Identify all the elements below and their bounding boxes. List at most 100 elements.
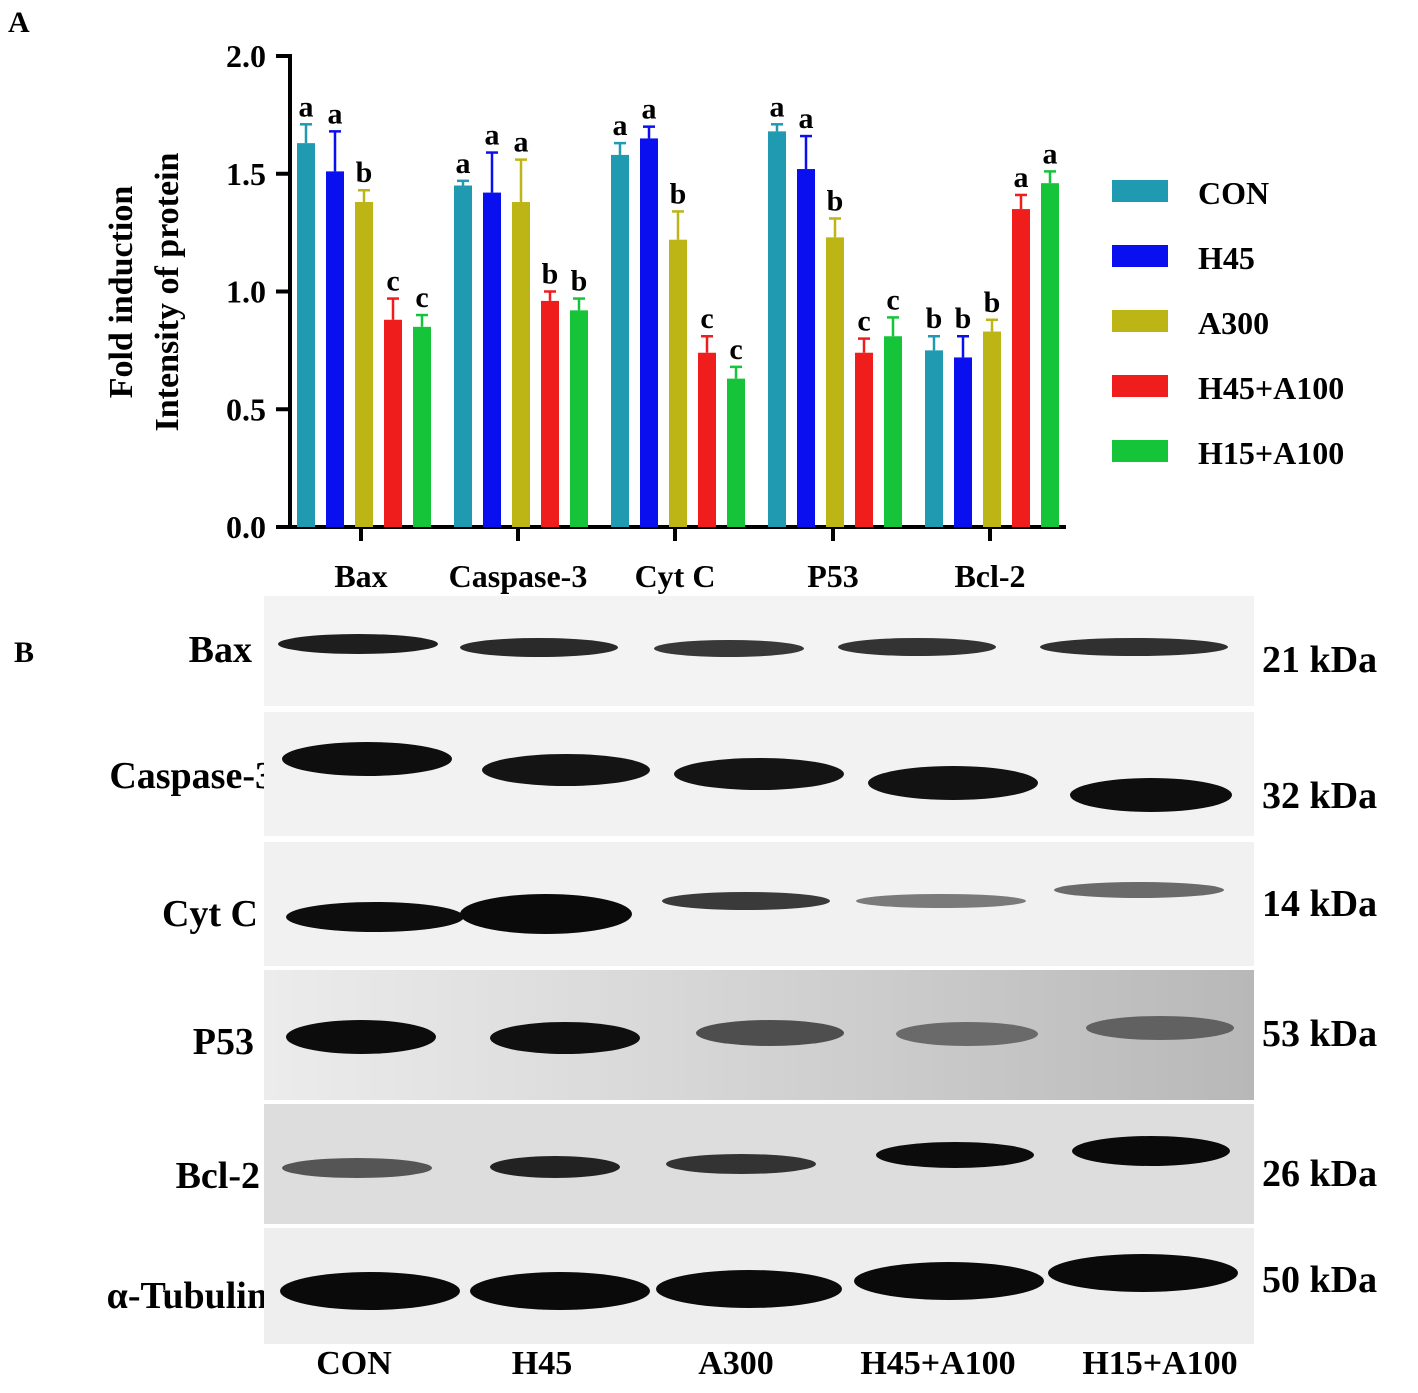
bar — [1012, 209, 1030, 527]
significance-letter: b — [571, 265, 588, 298]
blot-label-p53: P53 — [192, 1021, 254, 1063]
lane-label-h15-a100: H15+A100 — [1082, 1345, 1238, 1382]
y-tick-label: 0.5 — [226, 391, 266, 427]
lane-label-h45: H45 — [511, 1345, 573, 1382]
significance-letter: b — [356, 156, 373, 189]
lane-label-con: CON — [316, 1345, 392, 1382]
legend-swatch — [1112, 310, 1168, 332]
bar — [1041, 183, 1059, 528]
kda-bax: 21 kDa — [1262, 639, 1378, 681]
significance-letter: c — [857, 305, 870, 338]
bar — [855, 352, 873, 527]
bar — [768, 131, 786, 528]
bar — [483, 192, 501, 527]
band — [662, 892, 830, 910]
blot-label-tubulin: α-Tubulin — [106, 1275, 268, 1317]
significance-letter: a — [642, 93, 657, 126]
lane-label-a300: A300 — [698, 1345, 774, 1382]
blot-row-bcl2: Bcl-2 26 kDa — [0, 1104, 1418, 1224]
band — [490, 1156, 620, 1178]
legend-label: H15+A100 — [1198, 435, 1344, 471]
band — [696, 1020, 844, 1046]
significance-letter: b — [984, 286, 1001, 319]
band — [854, 1262, 1044, 1300]
y-tick-label: 2.0 — [226, 38, 266, 74]
significance-letter: a — [328, 97, 343, 130]
blot-strip-tubulin — [264, 1228, 1254, 1344]
y-tick-label: 1.5 — [226, 156, 266, 192]
legend-swatch — [1112, 180, 1168, 202]
blot-row-p53: P53 53 kDa — [0, 970, 1418, 1100]
blot-label-cytc: Cyt C — [161, 893, 258, 935]
kda-tubulin: 50 kDa — [1262, 1259, 1378, 1301]
band — [876, 1142, 1034, 1168]
band — [482, 754, 650, 786]
x-tick-label: Cyt C — [635, 558, 716, 594]
band — [460, 894, 632, 934]
bar — [925, 350, 943, 527]
bar — [326, 171, 344, 527]
legend-swatch — [1112, 375, 1168, 397]
significance-letter: a — [299, 90, 314, 123]
band — [856, 894, 1026, 908]
kda-bcl2: 26 kDa — [1262, 1153, 1378, 1195]
bar — [512, 202, 530, 527]
band — [460, 638, 618, 657]
band — [490, 1022, 640, 1054]
significance-letter: b — [926, 302, 943, 335]
x-tick-label: Bcl-2 — [954, 558, 1025, 594]
bar — [611, 154, 629, 527]
significance-letter: a — [456, 147, 471, 180]
blot-row-cytc: Cyt C 14 kDa — [0, 842, 1418, 966]
significance-letter: b — [955, 302, 972, 335]
x-tick-label: P53 — [807, 558, 859, 594]
band — [282, 742, 452, 776]
bar — [355, 202, 373, 527]
blot-label-bcl2: Bcl-2 — [175, 1155, 260, 1197]
band — [1048, 1254, 1238, 1292]
band — [654, 640, 804, 657]
band — [1072, 1136, 1230, 1166]
band — [838, 638, 996, 656]
significance-letter: a — [514, 126, 529, 159]
band — [282, 1158, 432, 1178]
significance-letter: a — [485, 119, 500, 152]
bar — [669, 239, 687, 527]
band — [286, 1020, 436, 1054]
band — [674, 758, 844, 790]
legend-swatch — [1112, 245, 1168, 267]
significance-letter: c — [386, 265, 399, 298]
bar — [954, 357, 972, 527]
blot-row-bax: Bax 21 kDa — [0, 596, 1418, 706]
significance-letter: b — [542, 258, 559, 291]
bar — [698, 352, 716, 527]
panel-b-label: B — [14, 636, 35, 669]
band — [1086, 1016, 1234, 1040]
bar — [884, 336, 902, 527]
kda-cytc: 14 kDa — [1262, 883, 1378, 925]
y-tick-label: 0.0 — [226, 509, 266, 545]
y-tick-label: 1.0 — [226, 274, 266, 310]
bar — [570, 310, 588, 527]
panel-a-label: A — [8, 6, 30, 39]
bar — [541, 300, 559, 527]
significance-letter: c — [886, 283, 899, 316]
bar — [454, 185, 472, 527]
bar — [727, 378, 745, 527]
bar — [826, 237, 844, 527]
significance-letter: b — [670, 177, 687, 210]
blot-strip-bax — [264, 596, 1254, 706]
blot-row-caspase3: Caspase-3 32 kDa — [0, 712, 1418, 836]
bar — [297, 143, 315, 527]
legend-swatch — [1112, 440, 1168, 462]
band — [1070, 778, 1232, 812]
significance-letter: a — [1014, 161, 1029, 194]
band — [656, 1270, 842, 1308]
bar-chart: 0.0 0.5 1.0 1.5 2.0 Fold induction Intensity o… — [103, 38, 1344, 594]
blot-label-bax: Bax — [188, 629, 252, 671]
band — [278, 634, 438, 654]
lane-label-h45-a100: H45+A100 — [860, 1345, 1016, 1382]
band — [280, 1272, 460, 1310]
legend-label: H45+A100 — [1198, 370, 1344, 406]
significance-letter: c — [729, 333, 742, 366]
